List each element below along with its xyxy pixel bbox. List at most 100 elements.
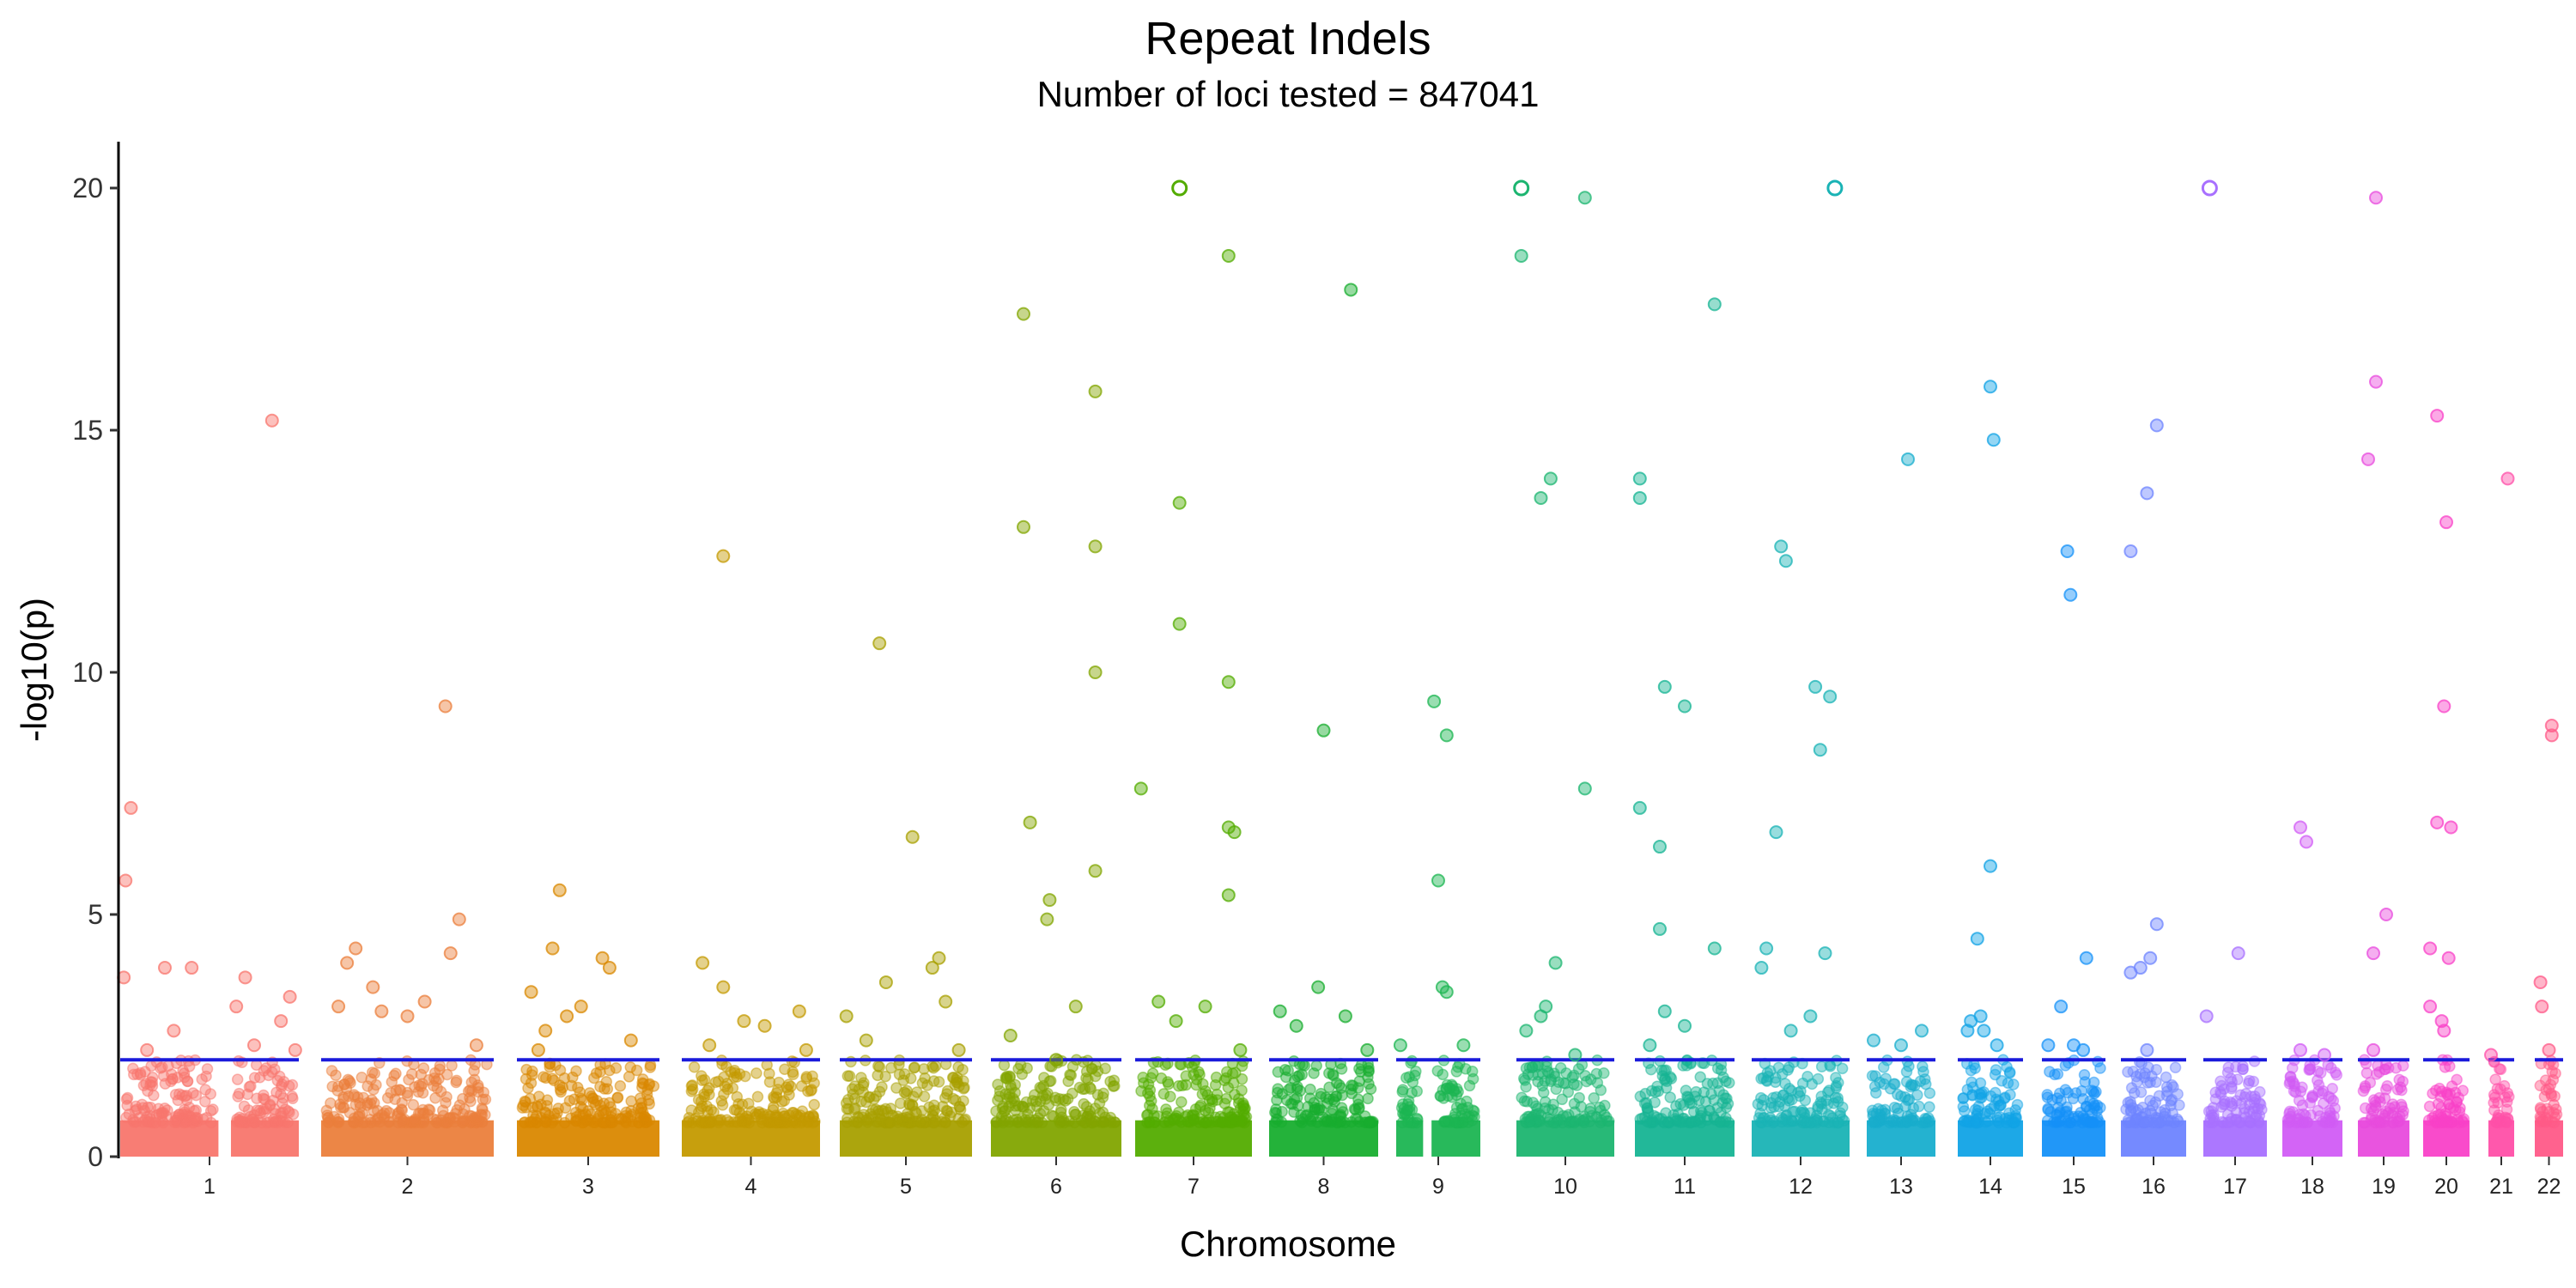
- x-tick-label-chr-15: 15: [2062, 1175, 2086, 1199]
- data-point: [901, 1084, 913, 1097]
- data-point: [144, 1076, 157, 1088]
- data-point: [1578, 1116, 1590, 1128]
- data-point: [958, 1115, 970, 1127]
- outlier-point: [1678, 1018, 1692, 1033]
- data-point: [415, 1068, 428, 1081]
- outlier-point: [2140, 1042, 2154, 1057]
- data-point: [1824, 1060, 1837, 1072]
- data-point: [269, 1108, 282, 1120]
- outlier-point: [2500, 471, 2515, 486]
- data-point: [1714, 1116, 1726, 1128]
- data-point: [2004, 1089, 2016, 1101]
- data-point: [1884, 1083, 1897, 1095]
- data-point: [1799, 1094, 1812, 1107]
- x-tick-label-chr-19: 19: [2372, 1175, 2396, 1199]
- data-point: [992, 1078, 1004, 1091]
- data-point: [1466, 1115, 1479, 1127]
- outlier-point: [2149, 418, 2164, 433]
- data-point: [393, 1084, 405, 1096]
- data-point: [2051, 1092, 2063, 1104]
- data-point: [891, 1114, 904, 1127]
- data-point: [2092, 1055, 2104, 1068]
- data-point: [1715, 1106, 1727, 1119]
- outlier-point: [2123, 544, 2138, 558]
- data-point: [262, 1069, 275, 1082]
- y-tick-label: 10: [72, 657, 103, 688]
- data-point: [1580, 1075, 1593, 1088]
- data-point: [1205, 1116, 1218, 1128]
- outlier-point: [1431, 873, 1445, 888]
- outlier-point: [1003, 1029, 1018, 1042]
- data-point: [332, 1116, 344, 1129]
- x-tick-label-chr-7: 7: [1188, 1175, 1200, 1199]
- x-tick-label-chr-4: 4: [745, 1175, 757, 1199]
- outlier-point: [716, 549, 731, 563]
- data-point: [1676, 1116, 1689, 1128]
- data-point: [1830, 1082, 1843, 1094]
- data-point: [238, 1100, 251, 1113]
- y-tick-label: 15: [72, 415, 103, 446]
- outlier-point: [1808, 679, 1823, 694]
- outlier-point: [1818, 946, 1832, 961]
- data-point: [1965, 1076, 1978, 1089]
- data-point: [538, 1071, 550, 1083]
- outlier-point: [1427, 694, 1442, 708]
- data-point: [1176, 1116, 1188, 1128]
- data-point: [2155, 1115, 2168, 1127]
- outlier-point: [1990, 1038, 2004, 1053]
- data-point: [551, 1107, 563, 1119]
- data-point: [1172, 1106, 1185, 1119]
- data-point: [1680, 1060, 1693, 1072]
- data-point: [841, 1103, 854, 1115]
- outlier-point: [438, 699, 453, 714]
- data-point: [696, 1070, 708, 1082]
- data-point: [590, 1067, 603, 1079]
- data-point: [2396, 1101, 2408, 1113]
- data-point: [865, 1108, 877, 1121]
- data-point: [885, 1061, 897, 1074]
- data-point: [1602, 1115, 1615, 1127]
- data-point: [1923, 1112, 1935, 1124]
- data-point: [322, 1116, 335, 1129]
- outlier-point: [124, 800, 138, 815]
- data-point: [1801, 1070, 1814, 1083]
- data-point: [894, 1097, 907, 1109]
- data-point: [1073, 1081, 1086, 1094]
- data-point: [595, 1105, 608, 1117]
- outlier-point: [1783, 1024, 1798, 1038]
- data-point: [343, 1107, 356, 1119]
- data-point: [1526, 1061, 1539, 1073]
- data-point: [2169, 1061, 2182, 1073]
- data-point: [1670, 1100, 1682, 1112]
- outlier-point: [1068, 999, 1083, 1014]
- data-point: [2090, 1085, 2102, 1098]
- data-point: [2359, 1102, 2372, 1115]
- data-point: [207, 1103, 219, 1115]
- data-point: [686, 1083, 699, 1096]
- data-point: [2144, 1094, 2156, 1107]
- data-point: [1229, 1066, 1242, 1079]
- data-point: [233, 1087, 246, 1100]
- x-tick-label-chr-10: 10: [1553, 1175, 1577, 1199]
- data-point: [939, 1116, 952, 1129]
- x-tick-label-chr-11: 11: [1674, 1175, 1696, 1199]
- data-point: [1285, 1097, 1297, 1110]
- data-point: [2488, 1104, 2500, 1116]
- outlier-point: [1221, 248, 1236, 263]
- data-point: [1918, 1073, 1931, 1085]
- data-point: [1363, 1116, 1375, 1129]
- outlier-point: [238, 970, 252, 985]
- data-point: [2367, 1094, 2380, 1106]
- data-point: [2457, 1116, 2470, 1128]
- data-point: [576, 1116, 589, 1129]
- outlier-point: [545, 941, 560, 956]
- data-point: [1279, 1071, 1292, 1084]
- outlier-point: [939, 994, 953, 1009]
- data-point: [933, 1076, 945, 1088]
- data-point: [1024, 1102, 1036, 1115]
- outlier-point: [757, 1018, 772, 1033]
- data-point: [731, 1071, 743, 1083]
- data-point: [954, 1103, 967, 1116]
- outlier-point: [1289, 1018, 1303, 1033]
- data-point: [1227, 1113, 1240, 1125]
